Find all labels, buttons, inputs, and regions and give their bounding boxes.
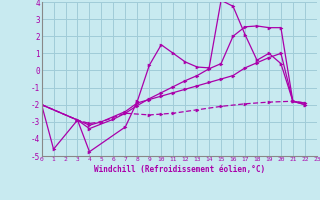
- X-axis label: Windchill (Refroidissement éolien,°C): Windchill (Refroidissement éolien,°C): [94, 165, 265, 174]
